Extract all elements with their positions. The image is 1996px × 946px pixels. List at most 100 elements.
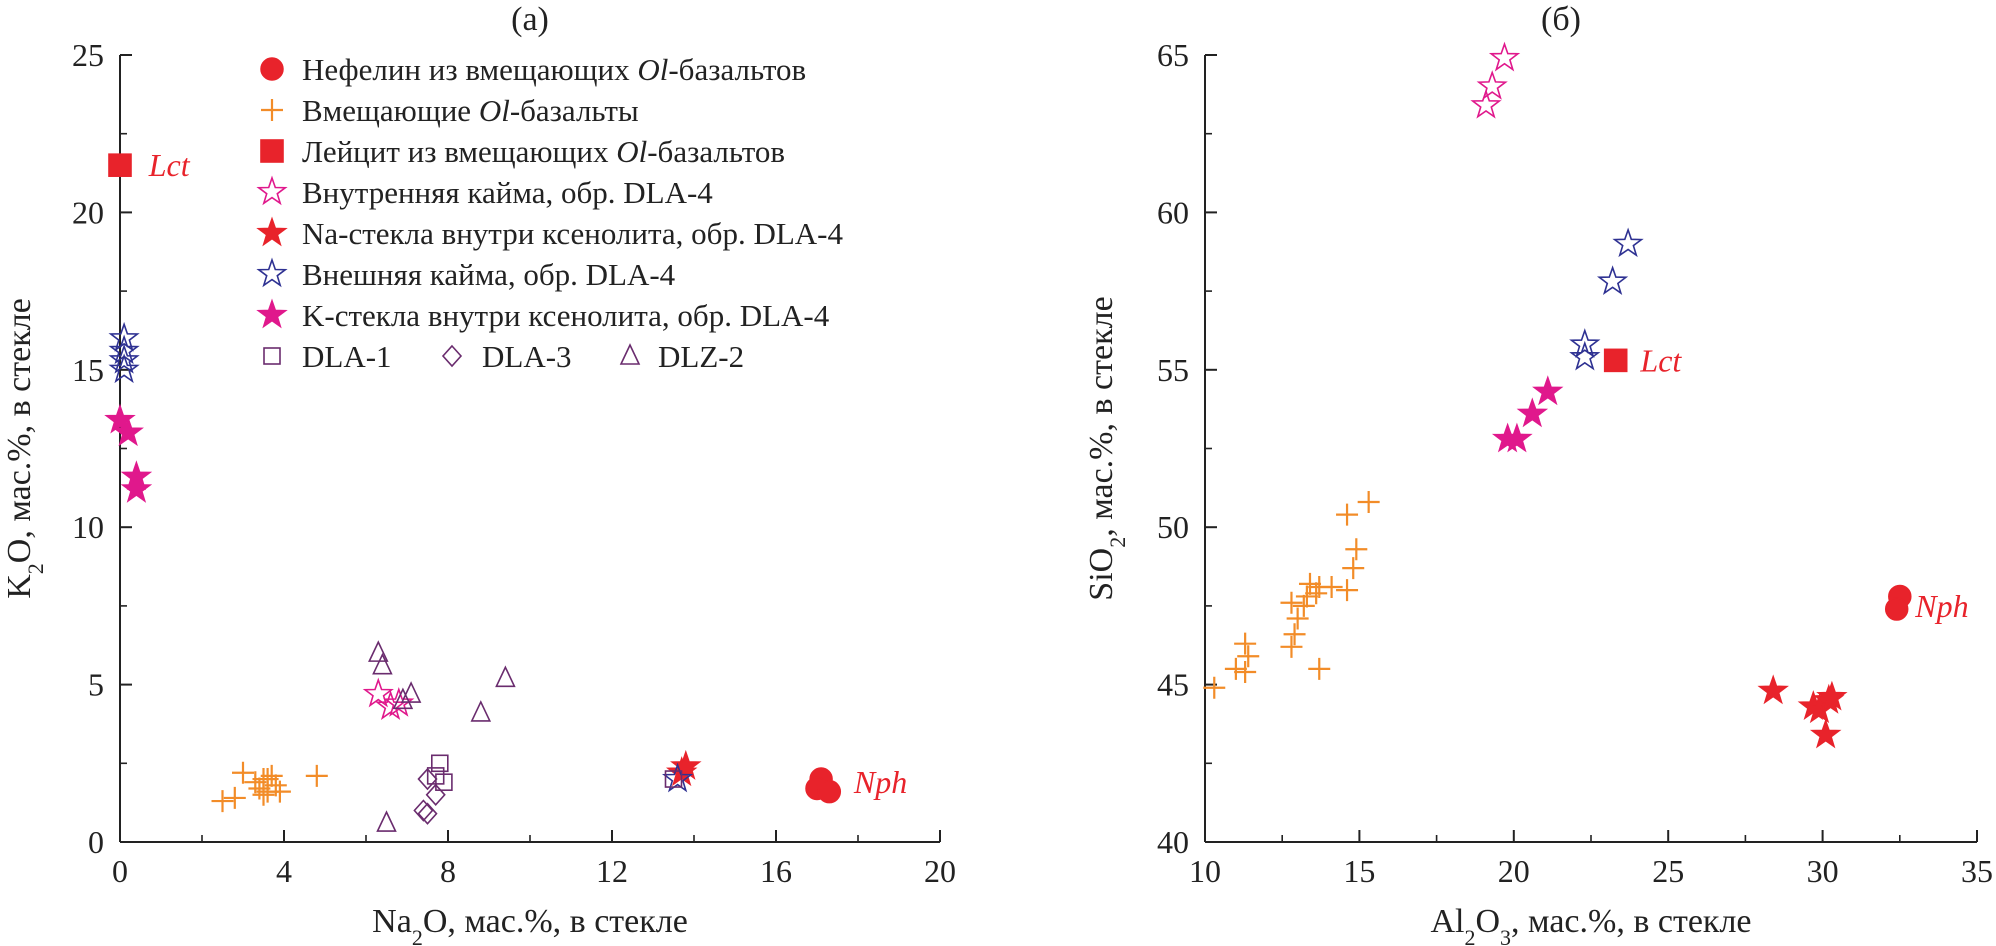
legend-label-nepheline: Нефелин из вмещающих Ol-базальтов <box>302 52 806 87</box>
series-leucite <box>1603 348 1628 373</box>
point-dlz2 <box>368 640 389 662</box>
series-basalt <box>1203 491 1380 699</box>
x-axis-title: Na2O, мас.%, в стекле <box>372 903 688 946</box>
point-basalt <box>1292 594 1315 617</box>
point-basalt <box>268 780 291 803</box>
point-dla1 <box>430 754 449 773</box>
y-tick-label: 60 <box>1157 194 1189 230</box>
series-dla1 <box>426 754 683 791</box>
legend-label-dla3: DLA-3 <box>482 339 572 374</box>
point-na_glass <box>1757 674 1789 705</box>
point-dlz2 <box>470 700 492 722</box>
annotation-nph: Nph <box>1914 588 1968 624</box>
series-outer_rim <box>108 321 694 793</box>
point-dlz2 <box>372 652 393 675</box>
legend-label-k_glass: K-стекла внутри ксенолита, обр. DLA-4 <box>302 298 830 333</box>
point-basalt <box>1237 645 1260 668</box>
legend-marker-dla1 <box>263 347 281 365</box>
legend-marker-outer_rim <box>256 257 288 288</box>
point-inner_rim <box>1470 88 1502 119</box>
point-basalt <box>1234 632 1257 655</box>
panel-title: (а) <box>511 1 549 38</box>
legend-label-dlz2: DLZ-2 <box>658 339 744 374</box>
y-tick-label: 0 <box>88 824 104 860</box>
point-dla1 <box>664 770 683 788</box>
point-basalt <box>1286 607 1309 630</box>
point-dlz2 <box>400 681 422 703</box>
legend: Нефелин из вмещающих Ol-базальтов Вмещающ… <box>256 52 843 374</box>
point-k_glass <box>120 472 153 503</box>
panel-a: 0 4 8 12 16 20 0 5 10 15 20 25 (а) Na2O, мас.%, в сте… <box>1 1 956 946</box>
x-tick-label: 0 <box>112 853 128 889</box>
legend-marker-k_glass <box>256 298 288 329</box>
annotation-lct: Lct <box>148 147 191 183</box>
point-basalt <box>1336 579 1359 602</box>
point-outer_rim <box>1596 265 1629 295</box>
point-basalt <box>1234 661 1257 684</box>
point-basalt <box>1203 676 1226 699</box>
legend-marker-dlz2 <box>619 343 641 365</box>
point-nepheline <box>817 779 842 804</box>
series-dlz2 <box>368 640 516 832</box>
point-basalt <box>223 786 246 809</box>
x-tick-label: 4 <box>276 853 292 889</box>
point-nepheline <box>1884 597 1909 621</box>
x-tick-label: 8 <box>440 853 456 889</box>
series-inner_rim <box>1470 41 1521 119</box>
point-outer_rim <box>1569 328 1601 358</box>
y-tick-label: 55 <box>1157 352 1189 388</box>
legend-label-inner_rim: Внутренняя кайма, обр. DLA-4 <box>302 175 713 210</box>
legend-marker-dla3 <box>441 344 463 368</box>
point-leucite <box>108 153 132 177</box>
y-tick-label: 65 <box>1157 37 1189 73</box>
y-tick-label: 40 <box>1157 824 1189 860</box>
x-tick-label: 12 <box>596 853 628 889</box>
point-basalt <box>260 764 283 787</box>
point-inner_rim <box>362 677 394 708</box>
point-k_glass <box>1501 422 1533 453</box>
annotation-lct: Lct <box>1639 342 1682 378</box>
x-tick-label: 35 <box>1961 853 1993 889</box>
point-outer_rim <box>1612 227 1644 258</box>
point-basalt <box>1280 635 1303 658</box>
y-axis-title: K2O, мас.%, в стекле <box>1 298 48 599</box>
point-inner_rim <box>1476 70 1508 100</box>
panel-b: 10 15 20 25 30 35 40 45 50 55 60 65 (б) Al2O3, мас.%,… <box>1083 1 1993 946</box>
legend-label-basalt: Вмещающие Ol-базальты <box>302 93 639 128</box>
legend-label-dla1: DLA-1 <box>302 339 392 374</box>
point-basalt <box>1320 576 1343 599</box>
series-k_glass <box>1491 375 1564 453</box>
series-basalt <box>211 761 328 813</box>
point-basalt <box>232 761 254 784</box>
point-outer_rim <box>108 343 140 374</box>
point-dla1 <box>435 773 453 791</box>
point-basalt <box>1283 623 1306 646</box>
series-nepheline <box>805 767 842 804</box>
legend-label-outer_rim: Внешняя кайма, обр. DLA-4 <box>302 257 676 292</box>
point-basalt <box>1342 557 1365 580</box>
legend-marker-nepheline <box>260 57 284 81</box>
series-nepheline <box>1884 584 1912 621</box>
x-axis-title: Al2O3, мас.%, в стекле <box>1430 903 1751 946</box>
point-outer_rim <box>1569 340 1601 371</box>
x-tick-label: 20 <box>1498 853 1530 889</box>
series-outer_rim <box>1569 227 1644 371</box>
x-tick-label: 10 <box>1189 853 1221 889</box>
point-outer_rim <box>661 762 694 793</box>
legend-marker-leucite <box>260 139 284 163</box>
point-basalt <box>256 768 279 791</box>
legend-marker-basalt <box>261 99 283 121</box>
point-k_glass <box>104 403 136 434</box>
point-basalt <box>1295 585 1318 608</box>
annotation-nph: Nph <box>853 764 907 800</box>
x-tick-label: 16 <box>760 853 792 889</box>
point-basalt <box>1224 657 1247 680</box>
legend-marker-na_glass <box>256 216 288 247</box>
point-dlz2 <box>392 687 414 710</box>
y-tick-label: 10 <box>72 509 104 545</box>
point-basalt <box>1336 503 1359 526</box>
point-basalt <box>211 790 234 813</box>
y-tick-label: 20 <box>72 194 104 230</box>
point-dla3 <box>413 799 434 822</box>
